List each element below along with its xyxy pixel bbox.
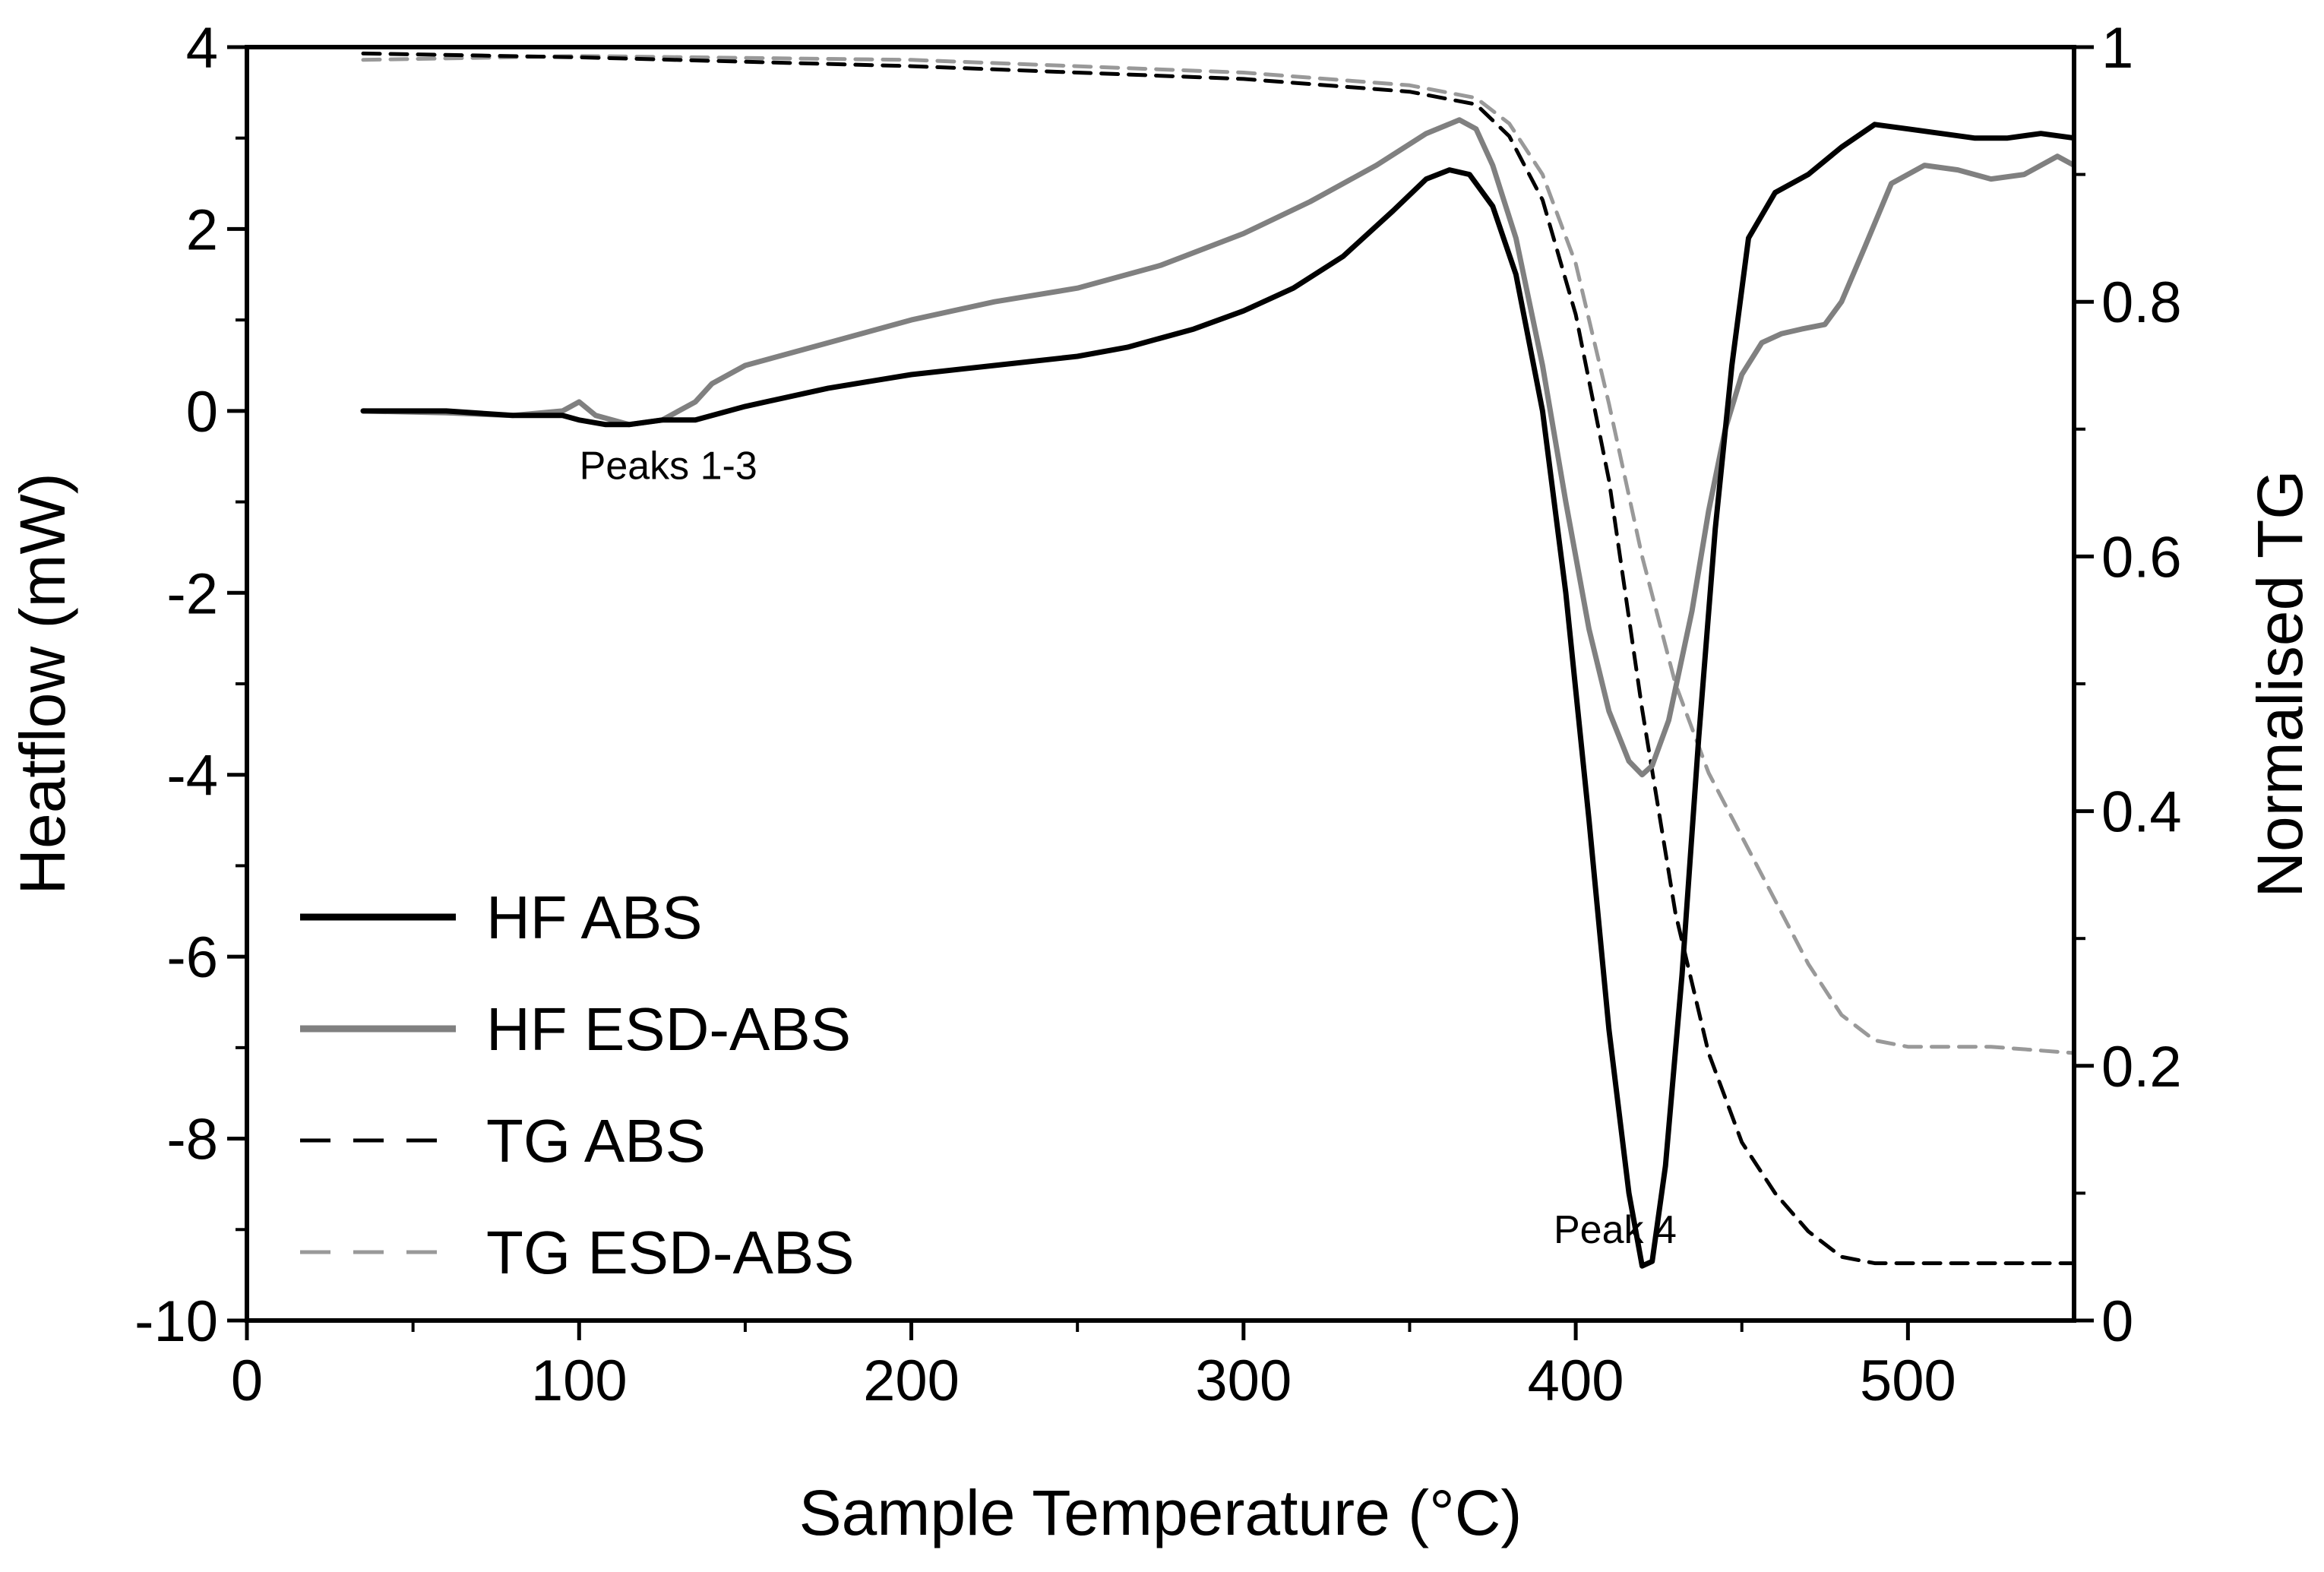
y-tick-label: 2 xyxy=(186,198,218,262)
y2-tick-label: 0 xyxy=(2101,1289,2133,1354)
ticks-layer xyxy=(227,45,2094,1340)
y2-tick-label: 0.8 xyxy=(2101,270,2182,335)
series-layer xyxy=(360,51,2074,1269)
y-tick-label: -2 xyxy=(166,561,218,626)
y2-axis-title: Normalised TG xyxy=(2244,470,2316,897)
x-tick-label: 100 xyxy=(531,1349,628,1413)
y-tick-label: -4 xyxy=(166,744,218,808)
y-tick-label: -10 xyxy=(134,1289,218,1354)
y2-tick-label: 0.6 xyxy=(2101,525,2182,590)
x-tick-label: 400 xyxy=(1528,1349,1624,1413)
legend-label: HF ABS xyxy=(486,884,703,951)
y2-tick-label: 0.2 xyxy=(2101,1035,2182,1099)
series-line-hf-esd-abs xyxy=(360,117,2074,778)
legend-label: TG ESD-ABS xyxy=(486,1219,855,1286)
legend-label: TG ABS xyxy=(486,1107,706,1175)
x-tick-label: 200 xyxy=(863,1349,960,1413)
x-tick-label: 0 xyxy=(231,1349,263,1413)
legend-label: HF ESD-ABS xyxy=(486,995,851,1063)
y-tick-label: -8 xyxy=(166,1108,218,1172)
x-tick-label: 500 xyxy=(1860,1349,1956,1413)
legend: HF ABS HF ESD-ABS TG ABS TG ESD-ABS xyxy=(300,884,855,1286)
y-tick-label: -6 xyxy=(166,925,218,990)
y-tick-label: 0 xyxy=(186,380,218,444)
annotation-text: Peaks 1-3 xyxy=(580,444,757,489)
x-tick-label: 300 xyxy=(1195,1349,1292,1413)
y-tick-label: 4 xyxy=(186,16,218,81)
y-axis-title: Heatflow (mW) xyxy=(7,473,78,894)
labels-layer: 0 100 200 300 400 500 4 2 0 -2 -4 -6 -8 -10 1 0.8 0.6 0.4… xyxy=(7,16,2316,1548)
x-axis-title: Sample Temperature (°C) xyxy=(799,1477,1522,1548)
series-line-hf-abs xyxy=(360,122,2074,1269)
y2-tick-label: 1 xyxy=(2101,16,2133,81)
annotation-text: Peak 4 xyxy=(1554,1208,1677,1252)
y2-tick-label: 0.4 xyxy=(2101,780,2182,845)
series-line-tg-abs xyxy=(361,51,2074,1266)
series-line-tg-esd-abs xyxy=(361,54,2074,1055)
